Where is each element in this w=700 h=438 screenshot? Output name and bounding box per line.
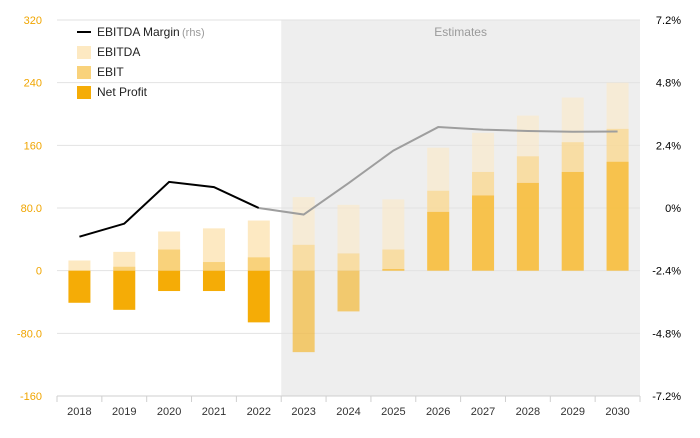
y-right-tick-label: 7.2% (656, 15, 681, 27)
legend-label-suffix: (rhs) (182, 27, 205, 39)
bar-net-profit (113, 270, 136, 310)
x-tick-label: 2021 (202, 406, 226, 418)
x-tick-label: 2029 (560, 406, 584, 418)
bar-net-profit (427, 211, 450, 271)
y-right-tick-label: 4.8% (656, 78, 681, 90)
legend-swatch (77, 66, 91, 79)
x-tick-label: 2024 (336, 406, 360, 418)
y-left-tick-label: 0 (36, 266, 42, 278)
bar-ebit (202, 262, 225, 271)
bar-net-profit (202, 270, 225, 292)
y-left-tick-label: 160 (24, 140, 42, 152)
legend-label: EBITDA (97, 45, 140, 59)
bar-ebit (247, 257, 270, 271)
y-left-tick-label: -80.0 (17, 328, 42, 340)
legend-swatch (77, 86, 91, 99)
y-left-tick-label: 240 (24, 78, 42, 90)
y-left-tick-label: 80.0 (21, 203, 42, 215)
y-right-tick-label: 2.4% (656, 140, 681, 152)
x-tick-label: 2019 (112, 406, 136, 418)
y-right-tick-label: -4.8% (652, 328, 681, 340)
y-left-tick-label: 320 (24, 15, 42, 27)
bar-ebitda (68, 260, 91, 271)
x-tick-label: 2020 (157, 406, 181, 418)
bar-ebit (292, 244, 315, 271)
ebitda-margin-line-actual (79, 180, 260, 238)
bar-net-profit (606, 161, 629, 271)
x-tick-label: 2025 (381, 406, 405, 418)
x-tick-label: 2026 (426, 406, 450, 418)
bar-ebit (113, 266, 136, 271)
bar-net-profit (292, 270, 315, 353)
x-tick-label: 2018 (67, 406, 91, 418)
bar-ebit (158, 249, 181, 271)
x-tick-label: 2023 (291, 406, 315, 418)
bar-net-profit (158, 270, 181, 292)
x-tick-label: 2028 (516, 406, 540, 418)
bar-ebit (382, 249, 405, 271)
legend-label: EBITDA Margin (97, 25, 180, 39)
bar-net-profit (68, 270, 91, 303)
bar-net-profit (337, 270, 360, 312)
y-left-tick-label: -160 (20, 391, 42, 403)
legend-label: EBIT (97, 65, 124, 79)
y-right-tick-label: 0% (665, 203, 681, 215)
bar-ebitda (113, 251, 136, 271)
x-tick-label: 2027 (471, 406, 495, 418)
legend-label: Net Profit (97, 85, 148, 99)
bar-net-profit (561, 171, 584, 271)
bar-net-profit (247, 270, 270, 323)
bar-net-profit (516, 182, 539, 271)
x-tick-label: 2022 (247, 406, 271, 418)
bar-ebit (337, 253, 360, 271)
x-tick-label: 2030 (605, 406, 629, 418)
y-right-tick-label: -7.2% (652, 391, 681, 403)
bar-net-profit (382, 269, 405, 271)
bar-ebitda (202, 228, 225, 271)
estimates-label: Estimates (434, 25, 487, 39)
ebitda-margin-line-estimate (258, 126, 618, 216)
bar-net-profit (472, 195, 495, 271)
y-right-tick-label: -2.4% (652, 266, 681, 278)
legend-swatch (77, 46, 91, 59)
